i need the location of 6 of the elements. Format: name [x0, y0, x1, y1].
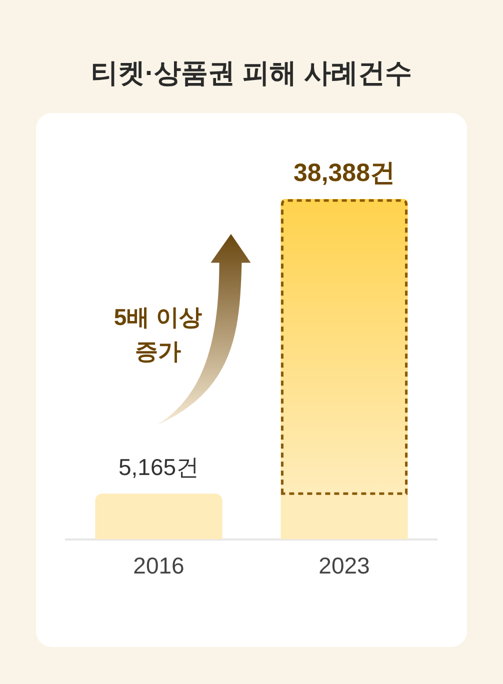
chart-title: 티켓·상품권 피해 사례건수 [90, 57, 413, 90]
x-tick-label: 2023 [318, 552, 370, 579]
x-tick-label: 2016 [133, 552, 184, 579]
data-label: 38,388건 [294, 158, 395, 187]
data-label: 5,165건 [118, 454, 200, 480]
annotation: 5배 이상 증가 [112, 303, 204, 366]
